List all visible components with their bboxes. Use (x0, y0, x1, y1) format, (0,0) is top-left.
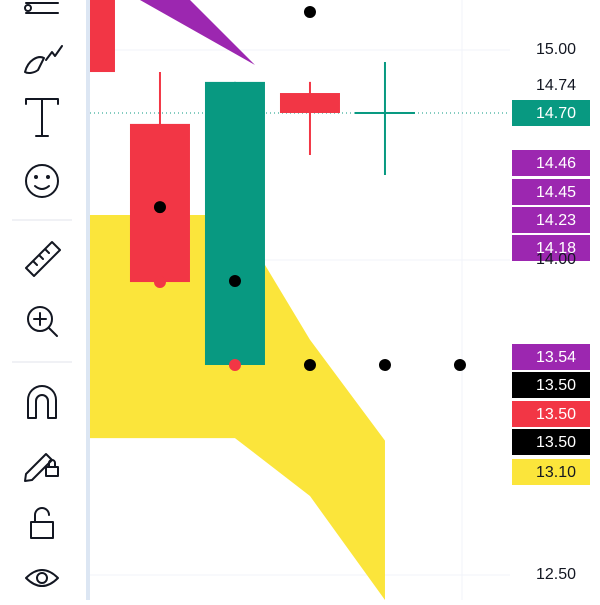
price-label: 13.50 (536, 406, 576, 423)
magnet-icon[interactable] (27, 385, 57, 419)
price-label-bg (512, 459, 590, 485)
price-label: 13.10 (536, 464, 576, 481)
price-label: 14.23 (536, 212, 576, 229)
toolbar (0, 0, 90, 600)
y-tick-label: 15.00 (536, 41, 576, 58)
price-label-bg (512, 344, 590, 370)
price-label-bg (512, 100, 590, 126)
grid (90, 0, 510, 600)
text-icon[interactable] (25, 98, 59, 137)
price-label-bg (512, 207, 590, 233)
price-label-bg (512, 235, 590, 261)
price-label-bg (512, 401, 590, 427)
indicator-dot (228, 358, 241, 371)
price-label: 13.54 (536, 349, 576, 366)
candle-body (279, 93, 340, 113)
price-label-bg (512, 72, 590, 98)
y-tick-label: 12.50 (536, 566, 576, 583)
price-label-bg (512, 150, 590, 176)
unlock-icon[interactable] (30, 507, 54, 539)
indicator-dot (303, 358, 316, 371)
indicator-dot (153, 201, 166, 214)
ruler-icon[interactable] (25, 241, 61, 277)
candle-body (204, 81, 265, 365)
drawing-shape (140, 0, 255, 65)
candle-body (90, 0, 115, 73)
price-label: 14.18 (536, 240, 576, 257)
price-label: 14.74 (536, 77, 576, 94)
trend-tool-icon[interactable] (24, 2, 59, 14)
price-label: 13.50 (536, 377, 576, 394)
brush-icon[interactable] (24, 45, 63, 75)
indicator-dot (453, 358, 466, 371)
indicator-dot (378, 358, 391, 371)
zoom-icon[interactable] (27, 306, 58, 337)
visibility-icon[interactable] (25, 569, 59, 587)
indicator-dot (303, 5, 316, 18)
price-label: 13.50 (536, 434, 576, 451)
emoji-icon[interactable] (25, 164, 59, 198)
lock-drawing-icon[interactable] (24, 453, 59, 482)
price-label-bg (512, 179, 590, 205)
y-tick-label: 14.00 (536, 251, 576, 268)
toolbar-bg (0, 0, 86, 600)
plot-area (90, 0, 510, 600)
price-label: 14.46 (536, 155, 576, 172)
indicator-dot (153, 276, 166, 289)
price-label-bg (512, 372, 590, 398)
price-label: 14.70 (536, 105, 576, 122)
price-label: 14.45 (536, 184, 576, 201)
indicator-dot (228, 274, 241, 287)
band-area (90, 215, 385, 600)
candle-body (354, 111, 415, 114)
price-label-bg (512, 429, 590, 455)
